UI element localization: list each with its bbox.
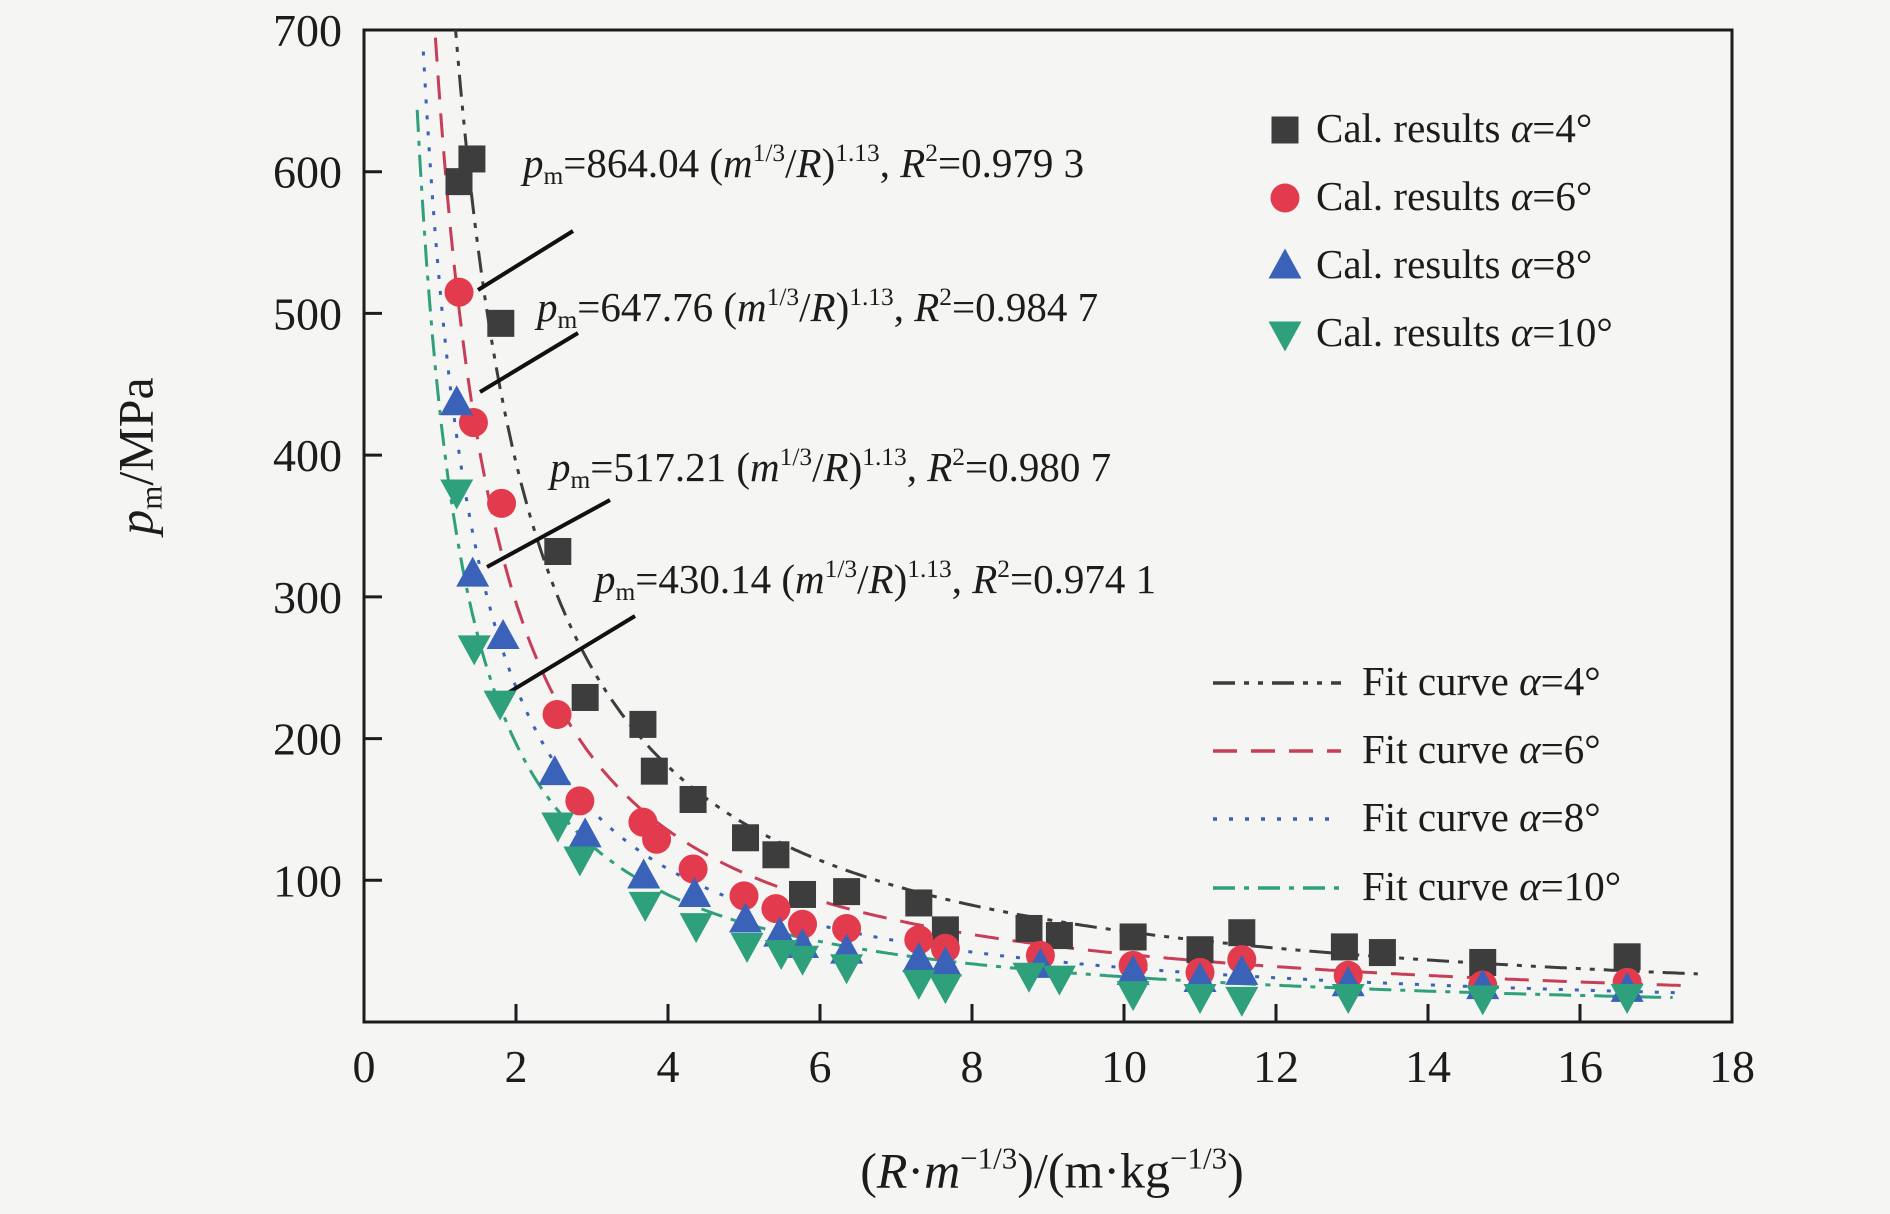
x-tick-label-0: 0 <box>353 1041 376 1092</box>
data-point-cal-10-14 <box>1042 965 1076 996</box>
data-point-cal-8-1 <box>456 556 490 587</box>
data-point-cal-10-11 <box>902 969 936 1000</box>
data-point-cal-4-8 <box>732 824 760 852</box>
data-point-cal-4-16 <box>1119 923 1147 951</box>
data-point-cal-4-12 <box>905 889 933 917</box>
data-point-cal-10-12 <box>928 974 962 1005</box>
data-point-cal-6-3 <box>542 699 572 729</box>
x-tick-label-18: 18 <box>1709 1041 1755 1092</box>
data-point-cal-4-14 <box>1015 914 1043 942</box>
x-tick-label-6: 6 <box>809 1041 832 1092</box>
data-point-cal-8-12 <box>928 946 962 977</box>
x-tick-label-10: 10 <box>1101 1041 1147 1092</box>
y-tick-label-300: 300 <box>273 572 342 623</box>
data-point-cal-10-13 <box>1012 962 1046 993</box>
data-point-cal-8-8 <box>763 916 797 947</box>
data-point-cal-10-16 <box>1183 983 1217 1014</box>
data-point-cal-6-7 <box>678 854 708 884</box>
data-point-cal-10-6 <box>679 913 713 944</box>
eq-10-leader-line <box>501 614 637 698</box>
legend-marker-cal-8 <box>1268 248 1302 279</box>
data-point-cal-10-18 <box>1331 983 1365 1014</box>
data-point-cal-8-14 <box>1116 954 1150 985</box>
data-point-cal-10-5 <box>628 891 662 922</box>
data-point-cal-4-19 <box>1330 933 1358 961</box>
y-tick-label-200: 200 <box>273 714 342 765</box>
data-point-cal-8-16 <box>1225 954 1259 985</box>
x-tick-label-4: 4 <box>657 1041 680 1092</box>
data-point-cal-6-1 <box>458 408 488 438</box>
data-point-cal-4-6 <box>640 757 668 785</box>
data-point-cal-4-22 <box>1613 943 1641 971</box>
data-point-cal-4-2 <box>487 309 515 337</box>
data-point-cal-6-2 <box>487 488 517 518</box>
data-point-cal-4-0 <box>445 168 473 196</box>
plot-frame <box>362 28 1734 1024</box>
data-point-cal-8-3 <box>538 755 572 786</box>
data-point-cal-6-8 <box>729 881 759 911</box>
legend-marker-cal-4 <box>1271 116 1299 144</box>
y-tick-label-500: 500 <box>273 288 342 339</box>
data-point-cal-10-7 <box>730 932 764 963</box>
data-point-cal-10-10 <box>830 954 864 985</box>
data-point-cal-10-4 <box>563 846 597 877</box>
data-point-cal-8-6 <box>678 876 712 907</box>
data-point-cal-6-10 <box>788 909 818 939</box>
data-point-cal-6-6 <box>642 824 672 854</box>
data-point-cal-4-15 <box>1045 922 1073 950</box>
data-point-cal-4-20 <box>1368 939 1396 967</box>
y-tick-label-100: 100 <box>273 855 342 906</box>
fit-6-curve <box>433 37 1688 988</box>
data-point-cal-4-7 <box>679 786 707 814</box>
data-point-cal-6-0 <box>444 277 474 307</box>
data-point-cal-10-0 <box>440 479 474 510</box>
data-point-cal-10-1 <box>457 635 491 666</box>
x-tick-label-16: 16 <box>1557 1041 1603 1092</box>
data-point-cal-6-11 <box>832 913 862 943</box>
data-point-cal-4-9 <box>762 841 790 869</box>
data-point-cal-6-4 <box>565 786 595 816</box>
x-tick-label-12: 12 <box>1253 1041 1299 1092</box>
data-point-cal-4-18 <box>1228 919 1256 947</box>
data-point-cal-4-1 <box>458 145 486 173</box>
data-point-cal-10-15 <box>1116 981 1150 1012</box>
data-point-cal-4-11 <box>833 878 861 906</box>
data-point-cal-4-5 <box>629 710 657 738</box>
data-point-cal-6-9 <box>761 894 791 924</box>
data-point-cal-8-2 <box>486 619 520 650</box>
data-point-cal-10-3 <box>541 812 575 843</box>
data-point-cal-8-11 <box>902 942 936 973</box>
data-point-cal-10-19 <box>1466 985 1500 1016</box>
fit-8-curve <box>421 51 1682 995</box>
data-point-cal-10-20 <box>1610 983 1644 1014</box>
data-point-cal-6-12 <box>904 925 934 955</box>
legend-marker-cal-10 <box>1268 321 1302 352</box>
fit-10-curve <box>415 109 1673 999</box>
eq-6-leader-line <box>478 331 580 394</box>
x-tick-label-2: 2 <box>505 1041 528 1092</box>
data-point-cal-8-7 <box>729 902 763 933</box>
data-point-cal-4-10 <box>789 880 817 908</box>
data-point-cal-4-4 <box>571 683 599 711</box>
data-point-cal-4-3 <box>544 538 572 566</box>
legend-marker-cal-6 <box>1270 183 1300 213</box>
data-point-cal-8-5 <box>627 858 661 889</box>
x-tick-label-8: 8 <box>961 1041 984 1092</box>
y-tick-label-700: 700 <box>273 5 342 56</box>
eq-8-leader-line <box>486 498 611 569</box>
x-tick-label-14: 14 <box>1405 1041 1451 1092</box>
data-point-cal-10-2 <box>483 690 517 721</box>
eq-4-leader-line <box>476 229 575 292</box>
y-tick-label-400: 400 <box>273 430 342 481</box>
data-point-cal-8-0 <box>440 385 474 416</box>
data-point-cal-10-9 <box>786 945 820 976</box>
data-point-cal-10-17 <box>1225 986 1259 1017</box>
y-tick-label-600: 600 <box>273 147 342 198</box>
data-point-cal-8-4 <box>568 817 602 848</box>
